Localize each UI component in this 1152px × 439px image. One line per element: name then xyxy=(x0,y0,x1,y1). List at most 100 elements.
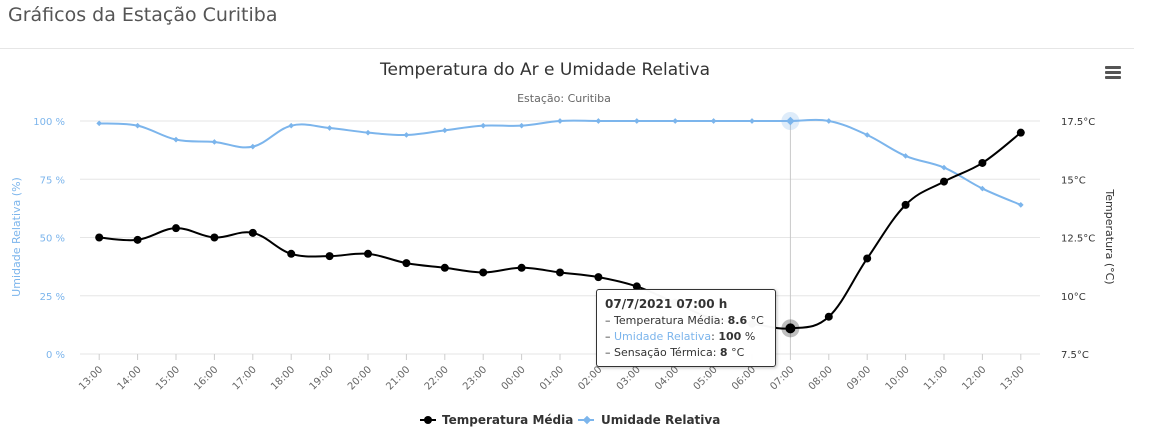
series-line-temperatura xyxy=(99,131,1022,330)
point-umidade[interactable] xyxy=(441,127,448,134)
x-tick-label: 08:00 xyxy=(807,364,835,392)
point-umidade[interactable] xyxy=(557,118,563,124)
point-umidade[interactable] xyxy=(941,164,947,171)
point-umidade[interactable] xyxy=(633,118,640,124)
y-axis-left: 0 % 25 % 50 % 75 % 100 % xyxy=(33,117,65,361)
x-axis: 13:00 14:00 15:00 16:00 17:00 18:00 19:00 20:00… xyxy=(77,354,1027,393)
point-temperatura[interactable] xyxy=(402,259,411,268)
y-left-tick-label: 75 % xyxy=(40,175,65,186)
point-temperatura[interactable] xyxy=(210,233,219,242)
point-umidade[interactable] xyxy=(480,122,487,129)
point-temperatura[interactable] xyxy=(632,282,641,291)
legend-marker-temperatura xyxy=(424,416,432,424)
point-umidade[interactable] xyxy=(326,125,333,131)
point-umidade[interactable] xyxy=(288,122,295,129)
point-umidade[interactable] xyxy=(173,136,179,143)
x-tick-label: 03:00 xyxy=(615,364,643,392)
point-temperatura[interactable] xyxy=(785,323,796,334)
x-tick-label: 17:00 xyxy=(231,364,259,392)
x-tick-label: 15:00 xyxy=(154,364,182,392)
series-line-umidade xyxy=(99,118,1022,206)
page-title: Gráficos da Estação Curitiba xyxy=(8,4,278,26)
point-umidade[interactable] xyxy=(864,132,871,138)
point-temperatura[interactable] xyxy=(248,228,257,237)
x-tick-label: 19:00 xyxy=(308,364,336,392)
x-tick-label: 00:00 xyxy=(500,364,528,392)
chart-subtitle: Estação: Curitiba xyxy=(517,92,611,105)
x-tick-label: 21:00 xyxy=(384,364,412,392)
point-temperatura[interactable] xyxy=(325,252,334,261)
point-temperatura[interactable] xyxy=(824,312,833,321)
point-temperatura[interactable] xyxy=(479,268,488,277)
legend-label-temperatura[interactable]: Temperatura Média xyxy=(442,413,573,427)
point-temperatura[interactable] xyxy=(287,249,296,258)
y-axis-right-title: Temperatura (°C) xyxy=(1103,188,1116,284)
x-tick-label: 05:00 xyxy=(692,364,720,392)
x-tick-label: 10:00 xyxy=(884,364,912,392)
chart-menu-button[interactable] xyxy=(1102,64,1124,82)
title-divider xyxy=(0,48,1134,49)
point-umidade[interactable] xyxy=(518,122,525,129)
point-temperatura[interactable] xyxy=(95,233,104,242)
point-temperatura[interactable] xyxy=(863,254,872,263)
y-right-tick-label: 17.5°C xyxy=(1061,117,1095,128)
tooltip-row-humidity: – Umidade Relativa: 100 % xyxy=(605,330,756,343)
x-tick-label: 22:00 xyxy=(423,364,451,392)
legend-marker-umidade xyxy=(582,415,592,425)
point-temperatura[interactable] xyxy=(556,268,564,277)
point-umidade[interactable] xyxy=(710,118,717,124)
x-tick-label: 13:00 xyxy=(77,364,105,392)
y-axis-right: 7.5°C 10°C 12.5°C 15°C 17.5°C xyxy=(1061,117,1095,361)
point-temperatura[interactable] xyxy=(901,200,910,209)
y-axis-left-title: Umidade Relativa (%) xyxy=(10,177,23,297)
point-temperatura[interactable] xyxy=(594,273,603,282)
point-temperatura[interactable] xyxy=(1016,128,1025,137)
point-umidade[interactable] xyxy=(249,143,256,150)
x-tick-label: 14:00 xyxy=(116,364,144,392)
point-umidade[interactable] xyxy=(749,118,755,124)
series-layer xyxy=(95,112,1025,338)
tooltip-row-temperature: – Temperatura Média: 8.6 °C xyxy=(605,314,764,327)
point-umidade[interactable] xyxy=(365,129,371,136)
point-temperatura[interactable] xyxy=(364,249,372,258)
tooltip: 07/7/2021 07:00 h – Temperatura Média: 8… xyxy=(596,289,776,367)
legend-label-umidade[interactable]: Umidade Relativa xyxy=(601,413,720,427)
x-tick-label: 02:00 xyxy=(576,364,604,392)
x-tick-label: 04:00 xyxy=(653,364,681,392)
point-temperatura[interactable] xyxy=(133,235,142,244)
point-temperatura[interactable] xyxy=(978,158,987,167)
point-umidade[interactable] xyxy=(134,122,141,129)
point-temperatura[interactable] xyxy=(940,177,948,186)
point-umidade[interactable] xyxy=(403,132,410,138)
point-umidade[interactable] xyxy=(96,120,103,127)
x-tick-label: 07:00 xyxy=(768,364,796,392)
tooltip-header: 07/7/2021 07:00 h xyxy=(605,297,728,311)
x-tick-label: 12:00 xyxy=(960,364,988,392)
point-temperatura[interactable] xyxy=(517,263,526,272)
tooltip-row-feels-like: – Sensação Térmica: 8 °C xyxy=(605,346,745,359)
x-tick-label: 13:00 xyxy=(999,364,1027,392)
point-temperatura[interactable] xyxy=(172,224,180,233)
point-umidade[interactable] xyxy=(825,118,832,124)
y-left-tick-label: 0 % xyxy=(46,350,65,361)
legend: Temperatura Média Umidade Relativa xyxy=(420,413,720,427)
y-left-tick-label: 25 % xyxy=(40,292,65,303)
x-tick-label: 06:00 xyxy=(730,364,758,392)
y-right-tick-label: 7.5°C xyxy=(1061,350,1089,361)
point-umidade[interactable] xyxy=(1017,202,1024,208)
point-umidade[interactable] xyxy=(595,118,602,124)
y-right-tick-label: 10°C xyxy=(1061,292,1086,303)
point-umidade[interactable] xyxy=(902,153,909,159)
x-tick-label: 23:00 xyxy=(461,364,489,392)
x-tick-label: 09:00 xyxy=(845,364,873,392)
point-umidade[interactable] xyxy=(672,118,679,124)
x-tick-label: 16:00 xyxy=(192,364,220,392)
chart-title: Temperatura do Ar e Umidade Relativa xyxy=(379,60,710,80)
point-umidade[interactable] xyxy=(211,139,218,145)
x-tick-label: 11:00 xyxy=(922,364,950,392)
x-tick-label: 18:00 xyxy=(269,364,297,392)
x-tick-label: 20:00 xyxy=(346,364,374,392)
point-umidade[interactable] xyxy=(979,185,986,192)
point-temperatura[interactable] xyxy=(440,263,449,272)
